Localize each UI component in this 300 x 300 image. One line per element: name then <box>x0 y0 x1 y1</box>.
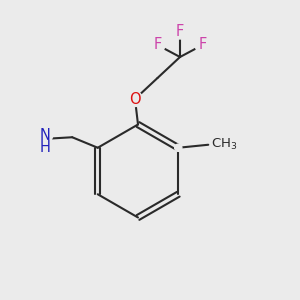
Text: F: F <box>153 38 162 52</box>
Text: F: F <box>198 38 207 52</box>
Circle shape <box>175 144 182 152</box>
Text: O: O <box>129 92 141 106</box>
Text: H: H <box>40 140 51 155</box>
Circle shape <box>150 38 165 52</box>
Text: F: F <box>176 24 184 39</box>
Text: N: N <box>40 128 51 143</box>
Circle shape <box>128 92 142 106</box>
Circle shape <box>38 128 53 143</box>
Circle shape <box>172 24 188 39</box>
Text: CH$_3$: CH$_3$ <box>211 137 237 152</box>
Circle shape <box>195 38 210 52</box>
Circle shape <box>38 140 53 155</box>
